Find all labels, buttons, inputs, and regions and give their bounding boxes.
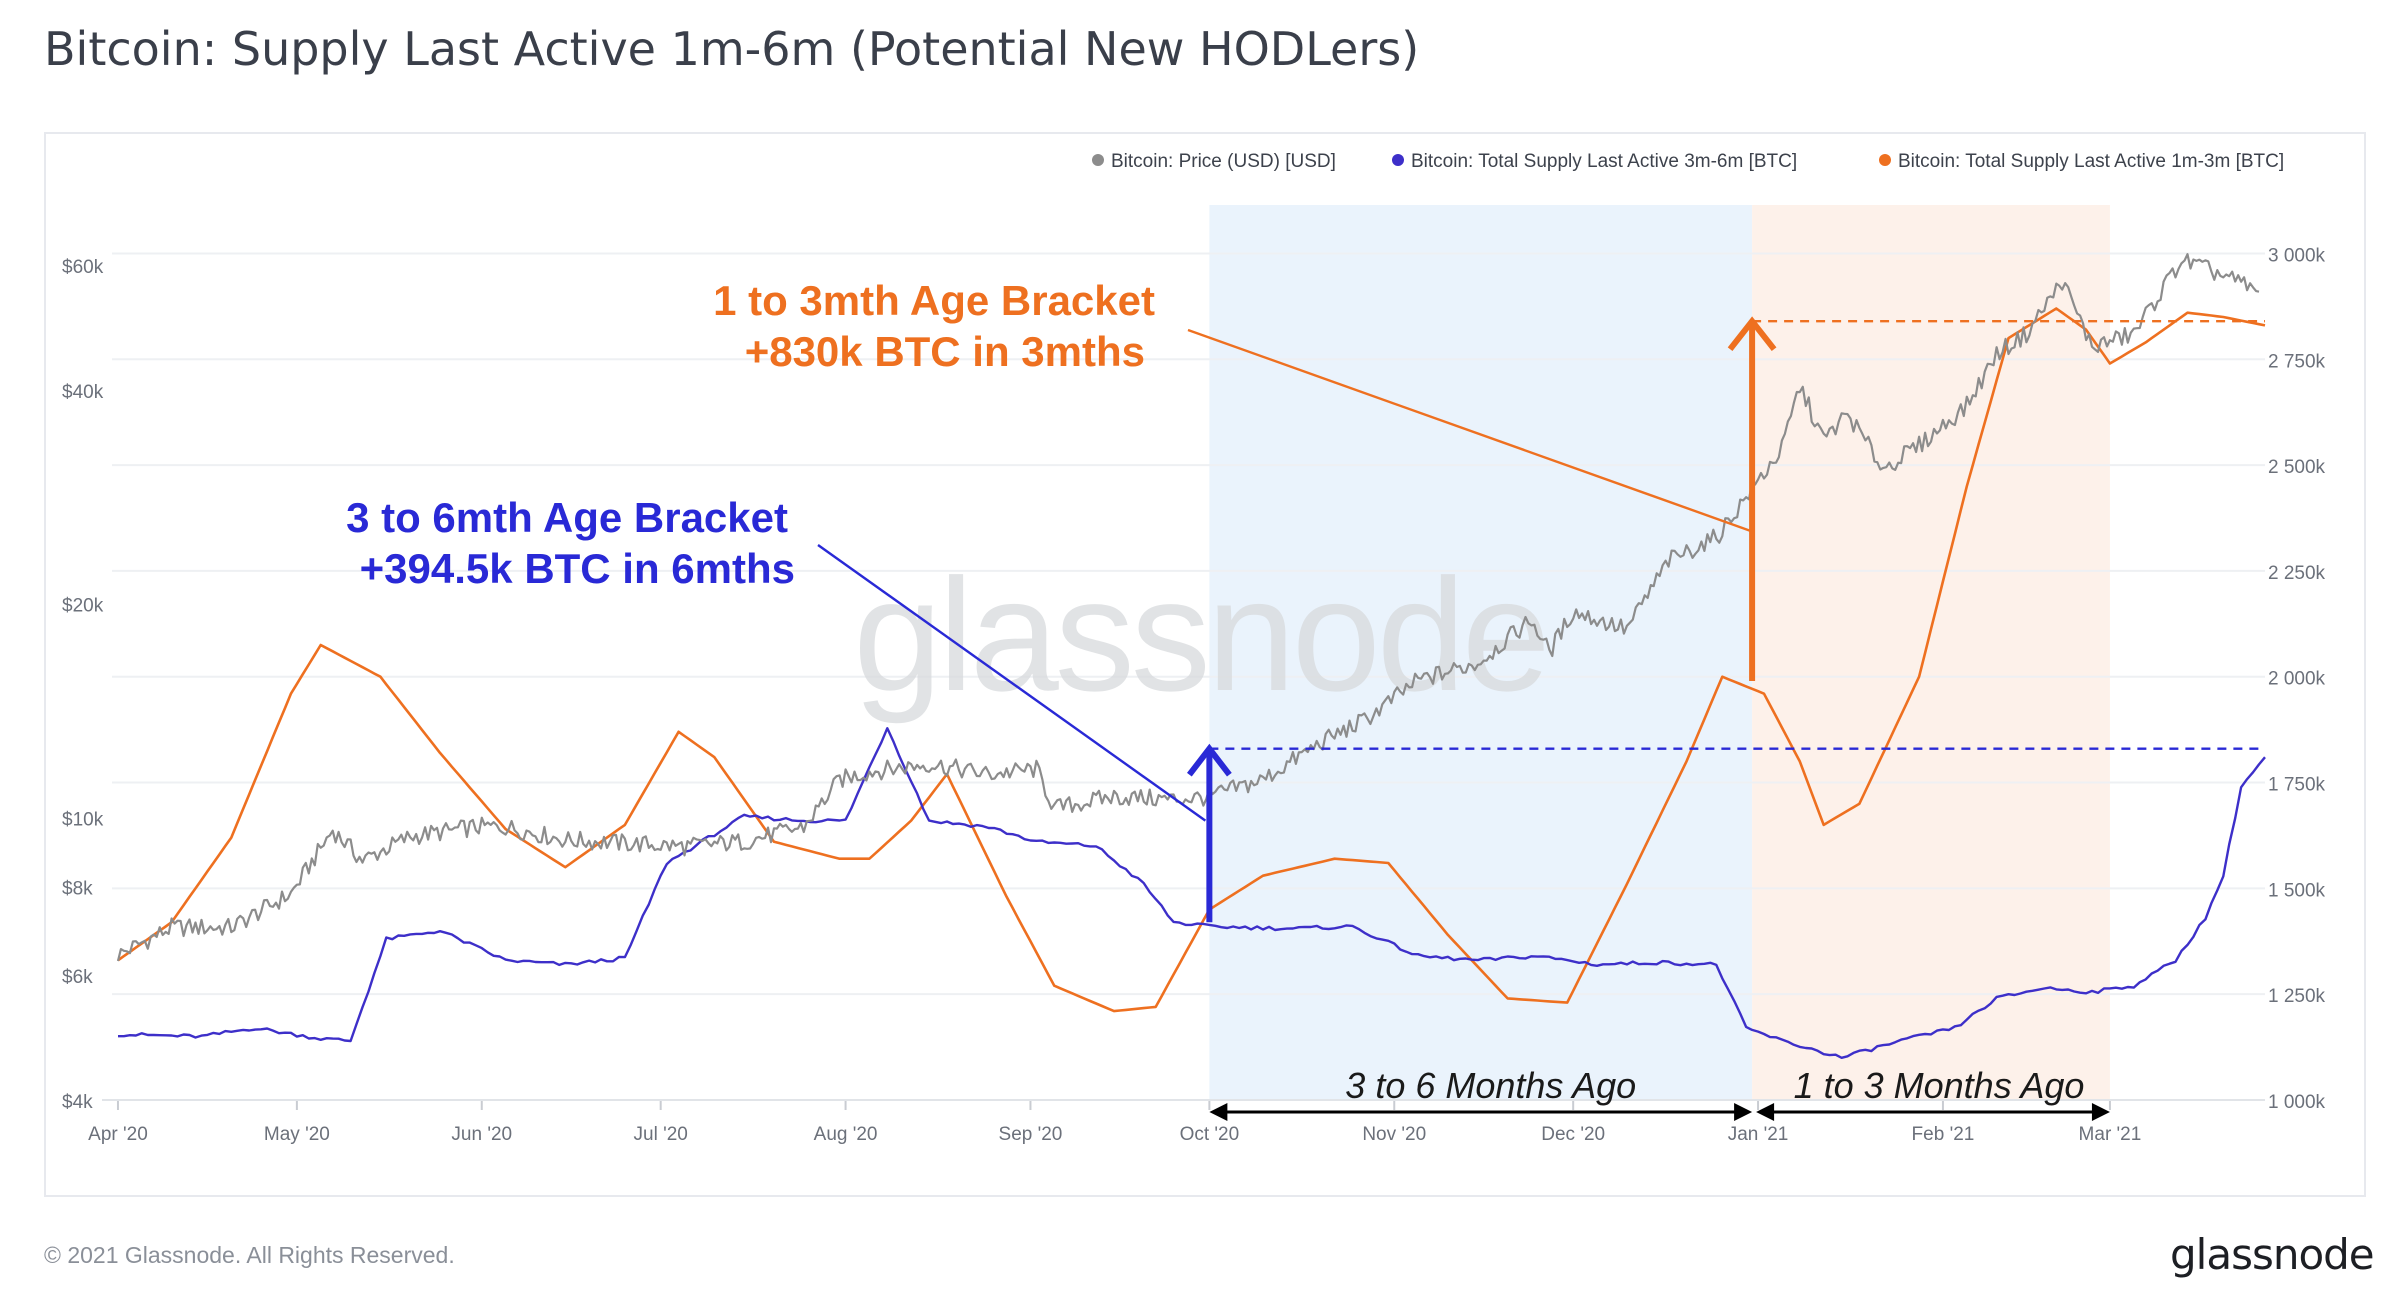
legend-dot [1092, 154, 1104, 166]
legend-label: Bitcoin: Total Supply Last Active 1m-3m … [1898, 151, 2284, 172]
x-tick-label: Apr '20 [88, 1124, 148, 1145]
chart-title: Bitcoin: Supply Last Active 1m-6m (Poten… [44, 22, 1420, 76]
watermark: glassnode [853, 545, 1546, 724]
orange-annotation-pointer [1187, 328, 1751, 532]
y-left-tick-label: $8k [62, 878, 93, 899]
x-tick-label: Feb '21 [1912, 1124, 1975, 1145]
blue-annotation-pointer [817, 544, 1207, 822]
blue-annotation-line-1: 3 to 6mth Age Bracket [346, 494, 788, 541]
shaded-region-2 [1752, 205, 2110, 1100]
legend-dot [1879, 154, 1891, 166]
legend-label: Bitcoin: Price (USD) [USD] [1111, 151, 1336, 172]
y-left-tick-label: $10k [62, 809, 104, 830]
glassnode-logo: glassnode [2170, 1230, 2375, 1279]
x-tick-label: Jan '21 [1728, 1124, 1789, 1145]
y-right-tick-label: 1 250k [2268, 986, 2326, 1007]
shaded-region-1 [1209, 205, 1753, 1100]
series-line-price [116, 253, 2260, 962]
range-label-1-3-months: 1 to 3 Months Ago [1794, 1065, 2085, 1106]
x-tick-label: Oct '20 [1180, 1124, 1240, 1145]
range-arrow-3-6-months-head-left [1209, 1103, 1228, 1121]
x-tick-label: Mar '21 [2079, 1124, 2142, 1145]
y-left-tick-label: $4k [62, 1092, 93, 1113]
y-left-tick-label: $60k [62, 257, 104, 278]
range-label-3-6-months: 3 to 6 Months Ago [1345, 1065, 1636, 1106]
y-right-tick-label: 1 750k [2268, 775, 2326, 796]
blue-annotation-line-2: +394.5k BTC in 6mths [360, 545, 795, 592]
legend-dot [1392, 154, 1404, 166]
orange-annotation-line-1: 1 to 3mth Age Bracket [713, 277, 1155, 324]
range-arrow-1-3-months-head-right [2091, 1103, 2110, 1121]
orange-annotation-line-2: +830k BTC in 3mths [745, 328, 1145, 375]
x-tick-label: Aug '20 [814, 1124, 878, 1145]
y-left-tick-label: $6k [62, 967, 93, 988]
y-right-tick-label: 2 500k [2268, 457, 2326, 478]
y-right-tick-label: 2 000k [2268, 669, 2326, 690]
x-tick-label: Sep '20 [999, 1124, 1063, 1145]
x-tick-label: May '20 [264, 1124, 330, 1145]
orange-arrow-head [1727, 316, 1777, 352]
chart-frame [44, 132, 2366, 1197]
x-tick-label: Dec '20 [1541, 1124, 1605, 1145]
range-arrow-1-3-months-head-left [1756, 1103, 1775, 1121]
series-line-supply-1m-3m [117, 307, 2266, 1013]
y-right-tick-label: 1 500k [2268, 880, 2326, 901]
copyright-text: © 2021 Glassnode. All Rights Reserved. [44, 1242, 455, 1268]
x-tick-label: Jul '20 [634, 1124, 688, 1145]
y-left-tick-label: $40k [62, 382, 104, 403]
y-right-tick-label: 2 250k [2268, 563, 2326, 584]
y-right-tick-label: 1 000k [2268, 1092, 2326, 1113]
legend-label: Bitcoin: Total Supply Last Active 3m-6m … [1411, 151, 1797, 172]
blue-arrow-head [1186, 743, 1232, 777]
x-tick-label: Nov '20 [1362, 1124, 1426, 1145]
y-right-tick-label: 3 000k [2268, 245, 2326, 266]
y-right-tick-label: 2 750k [2268, 351, 2326, 372]
x-tick-label: Jun '20 [451, 1124, 512, 1145]
y-left-tick-label: $20k [62, 596, 104, 617]
series-line-supply-3m-6m [118, 727, 2266, 1059]
range-arrow-3-6-months-head-right [1734, 1103, 1753, 1121]
